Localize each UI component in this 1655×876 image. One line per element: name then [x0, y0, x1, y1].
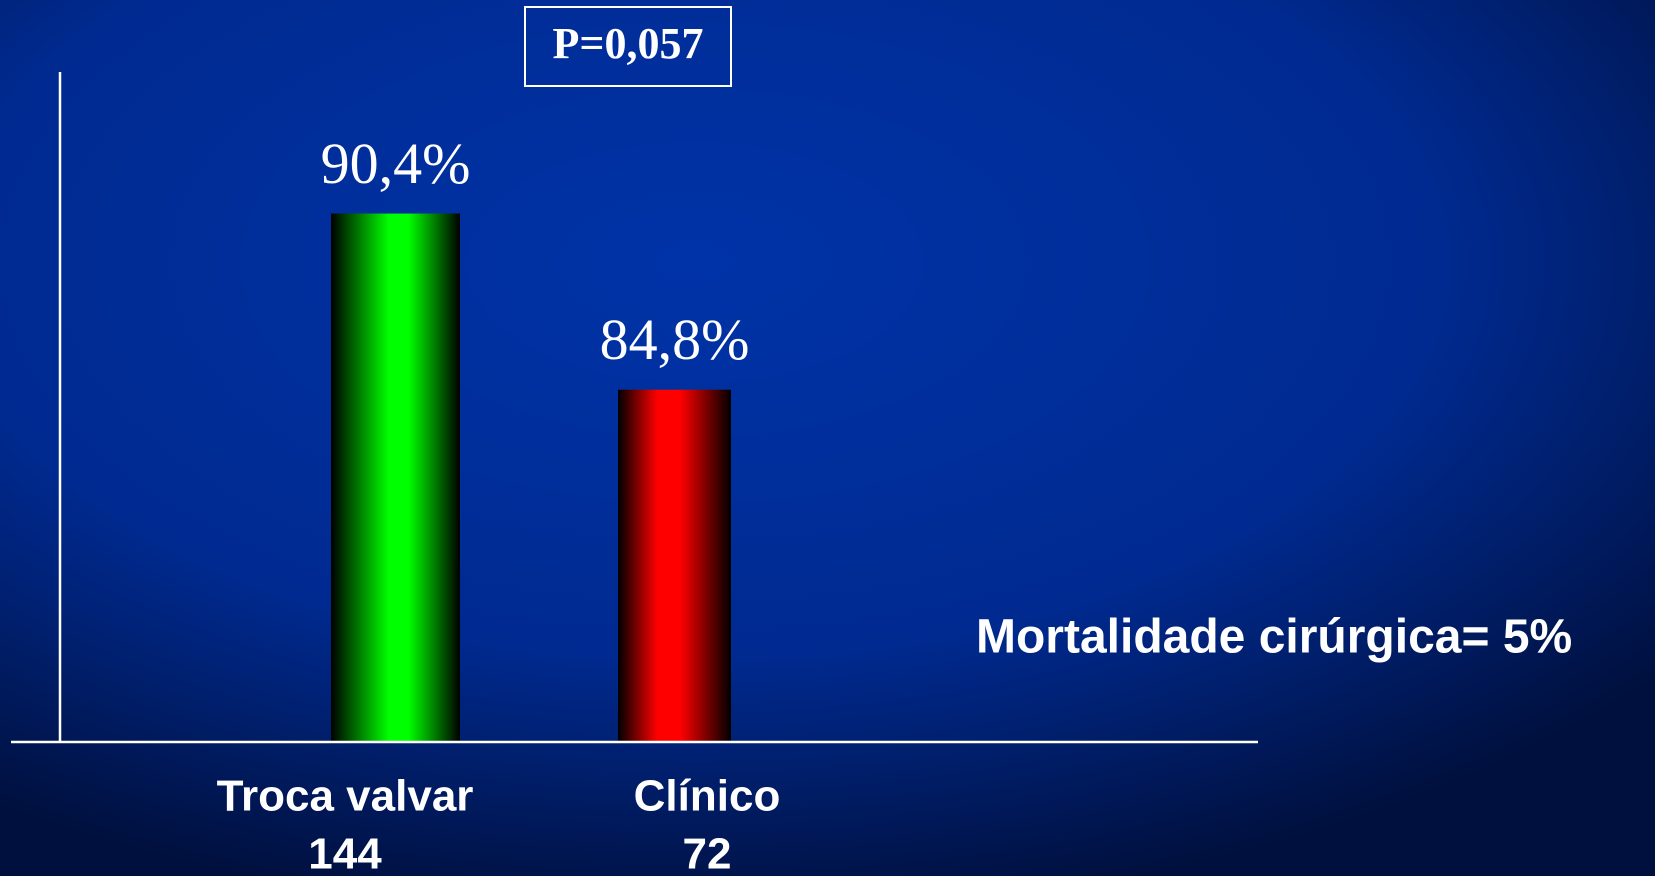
bar — [331, 213, 460, 742]
x-tick-label: Clínico — [634, 772, 781, 821]
count-label: 144 — [308, 830, 382, 876]
count-label: 72 — [683, 830, 732, 876]
p-value: P=0,057 — [553, 19, 704, 68]
data-label: 90,4% — [321, 131, 471, 196]
bar — [618, 389, 731, 742]
data-label: 84,8% — [600, 307, 750, 372]
mortality-note: Mortalidade cirúrgica= 5% — [976, 611, 1572, 664]
x-tick-label: Troca valvar — [217, 772, 474, 821]
p-value-box — [524, 6, 732, 87]
